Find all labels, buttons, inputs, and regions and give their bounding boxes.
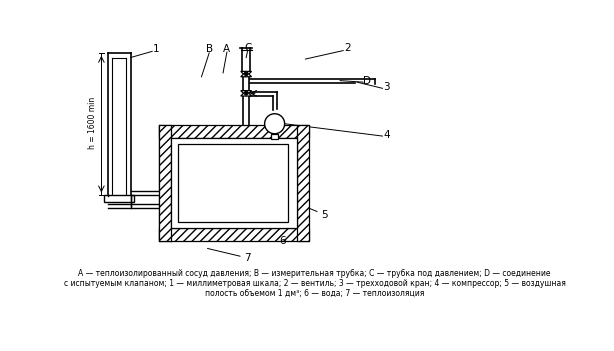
Circle shape xyxy=(265,114,285,134)
Text: B: B xyxy=(206,44,212,54)
Text: D: D xyxy=(363,75,371,86)
Bar xyxy=(177,144,288,222)
Bar xyxy=(159,125,171,241)
Circle shape xyxy=(244,91,248,95)
Text: 4: 4 xyxy=(383,130,390,139)
Bar xyxy=(159,125,309,138)
Text: 6: 6 xyxy=(279,236,286,246)
Text: с испытуемым клапаном; 1 — миллиметровая шкала; 2 — вентиль; 3 — трехходовой кра: с испытуемым клапаном; 1 — миллиметровая… xyxy=(64,278,565,287)
Text: h = 1600 min: h = 1600 min xyxy=(88,97,96,149)
Text: 1: 1 xyxy=(153,44,160,54)
Polygon shape xyxy=(241,71,252,77)
Text: C: C xyxy=(244,42,251,53)
Bar xyxy=(104,196,134,201)
Circle shape xyxy=(244,72,248,76)
Text: 3: 3 xyxy=(383,82,390,92)
Text: 2: 2 xyxy=(344,42,351,53)
Bar xyxy=(271,134,279,139)
Polygon shape xyxy=(241,71,252,77)
Polygon shape xyxy=(241,91,252,96)
Bar xyxy=(297,125,309,241)
Text: A — теплоизолированный сосуд давления; B — измерительная трубка; C — трубка под : A — теплоизолированный сосуд давления; B… xyxy=(79,269,551,278)
Text: полость объемом 1 дм³; 6 — вода; 7 — теплоизоляция: полость объемом 1 дм³; 6 — вода; 7 — теп… xyxy=(205,289,424,298)
Text: 5: 5 xyxy=(321,210,328,220)
Bar xyxy=(159,229,309,241)
Bar xyxy=(171,138,297,229)
Text: A: A xyxy=(223,44,230,54)
Polygon shape xyxy=(241,91,252,96)
Text: 7: 7 xyxy=(244,253,251,264)
